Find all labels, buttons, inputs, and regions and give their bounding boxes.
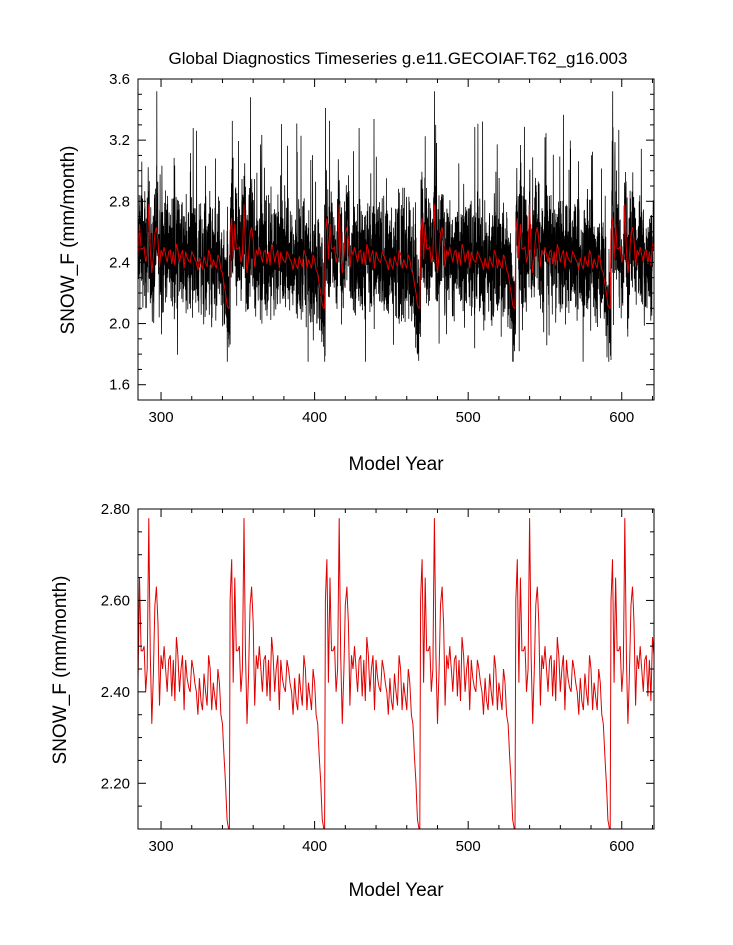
- x-tick-label: 500: [456, 409, 481, 426]
- top-panel-series: [137, 91, 655, 362]
- y-tick-label: 2.4: [109, 254, 130, 271]
- x-tick-label: 500: [456, 838, 481, 855]
- x-tick-label: 600: [609, 409, 634, 426]
- annual-mean-line-bottom: [137, 518, 655, 830]
- x-tick-label: 300: [149, 838, 174, 855]
- x-tick-label: 400: [302, 409, 327, 426]
- bottom-y-axis-label: SNOW_F (mm/month): [50, 576, 71, 765]
- bottom-plot-frame: [137, 508, 655, 830]
- top-y-axis-label: SNOW_F (mm/month): [58, 146, 79, 335]
- y-tick-label: 2.80: [101, 501, 130, 518]
- bottom-x-axis-label: Model Year: [348, 880, 444, 901]
- y-tick-label: 2.40: [101, 684, 130, 701]
- top-panel-ticks: 300 400 500 600 1.6 2.0 2.4 2.8 3.2 3.6: [109, 71, 654, 426]
- x-tick-label: 600: [609, 838, 634, 855]
- top-plot-frame: [137, 78, 655, 401]
- bottom-panel-series: [137, 518, 655, 830]
- y-tick-label: 2.20: [101, 775, 130, 792]
- annual-mean-line-top: [137, 204, 655, 309]
- y-tick-label: 3.6: [109, 71, 130, 88]
- x-tick-label: 400: [302, 838, 327, 855]
- y-tick-label: 2.0: [109, 316, 130, 333]
- top-panel: 300 400 500 600 1.6 2.0 2.4 2.8 3.2 3.6 Model Yea…: [58, 71, 655, 475]
- chart-title: Global Diagnostics Timeseries g.e11.GECO…: [169, 49, 628, 68]
- top-x-axis-label: Model Year: [348, 454, 444, 475]
- bottom-panel-ticks: 300 400 500 600 2.20 2.40 2.60 2.80: [101, 501, 654, 855]
- x-tick-label: 300: [149, 409, 174, 426]
- y-tick-label: 2.60: [101, 592, 130, 609]
- y-tick-label: 1.6: [109, 377, 130, 394]
- y-tick-label: 2.8: [109, 193, 130, 210]
- monthly-series-line: [137, 91, 655, 362]
- y-tick-label: 3.2: [109, 132, 130, 149]
